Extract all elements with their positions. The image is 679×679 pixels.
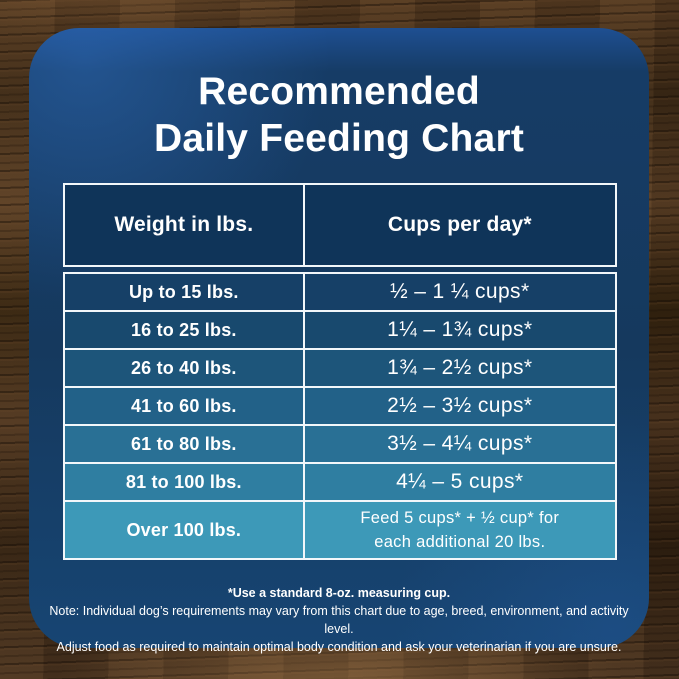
title-line-1: Recommended xyxy=(198,70,480,113)
table-row: 41 to 60 lbs. 2½ – 3½ cups* xyxy=(65,388,615,424)
weight-cell: 26 to 40 lbs. xyxy=(65,350,303,386)
page-title: Recommended Daily Feeding Chart xyxy=(29,68,649,162)
weight-cell: 16 to 25 lbs. xyxy=(65,312,303,348)
cups-cell: 2½ – 3½ cups* xyxy=(304,388,615,424)
footnote-measuring-cup: *Use a standard 8-oz. measuring cup. xyxy=(227,586,451,600)
cups-cell: 4¼ – 5 cups* xyxy=(304,464,615,500)
cups-line-1: Feed 5 cups* + ½ cup* for xyxy=(360,509,560,527)
table-row: 16 to 25 lbs. 1¼ – 1¾ cups* xyxy=(65,312,615,348)
feeding-chart-card: Recommended Daily Feeding Chart Weight i… xyxy=(29,28,649,654)
weight-cell: 41 to 60 lbs. xyxy=(65,388,303,424)
footnote-note-line-2: Adjust food as required to maintain opti… xyxy=(56,640,622,654)
weight-cell: Up to 15 lbs. xyxy=(65,274,303,310)
feeding-table: Weight in lbs. Cups per day* Up to 15 lb… xyxy=(63,183,617,560)
footnotes: *Use a standard 8-oz. measuring cup. Not… xyxy=(43,584,635,656)
weight-cell: 81 to 100 lbs. xyxy=(65,464,303,500)
table-row: Over 100 lbs. Feed 5 cups* + ½ cup* for … xyxy=(65,502,615,558)
title-line-2: Daily Feeding Chart xyxy=(153,117,525,160)
table-row: 81 to 100 lbs. 4¼ – 5 cups* xyxy=(65,464,615,500)
footnote-note-line-1: Note: Individual dog’s requirements may … xyxy=(49,604,629,636)
cups-cell: ½ – 1 ¼ cups* xyxy=(304,274,615,310)
cups-line-2: each additional 20 lbs. xyxy=(374,533,546,551)
table-row: Up to 15 lbs. ½ – 1 ¼ cups* xyxy=(65,274,615,310)
cups-cell: 1¼ – 1¾ cups* xyxy=(304,312,615,348)
weight-cell: 61 to 80 lbs. xyxy=(65,426,303,462)
weight-cell: Over 100 lbs. xyxy=(65,502,303,558)
header-cups: Cups per day* xyxy=(304,185,615,265)
table-header-row: Weight in lbs. Cups per day* xyxy=(63,183,617,267)
cups-cell: 1¾ – 2½ cups* xyxy=(304,350,615,386)
table-row: 61 to 80 lbs. 3½ – 4¼ cups* xyxy=(65,426,615,462)
cups-cell: 3½ – 4¼ cups* xyxy=(304,426,615,462)
cups-cell: Feed 5 cups* + ½ cup* for each additiona… xyxy=(304,502,615,558)
header-weight: Weight in lbs. xyxy=(65,185,303,265)
table-body: Up to 15 lbs. ½ – 1 ¼ cups* 16 to 25 lbs… xyxy=(63,272,617,560)
table-row: 26 to 40 lbs. 1¾ – 2½ cups* xyxy=(65,350,615,386)
